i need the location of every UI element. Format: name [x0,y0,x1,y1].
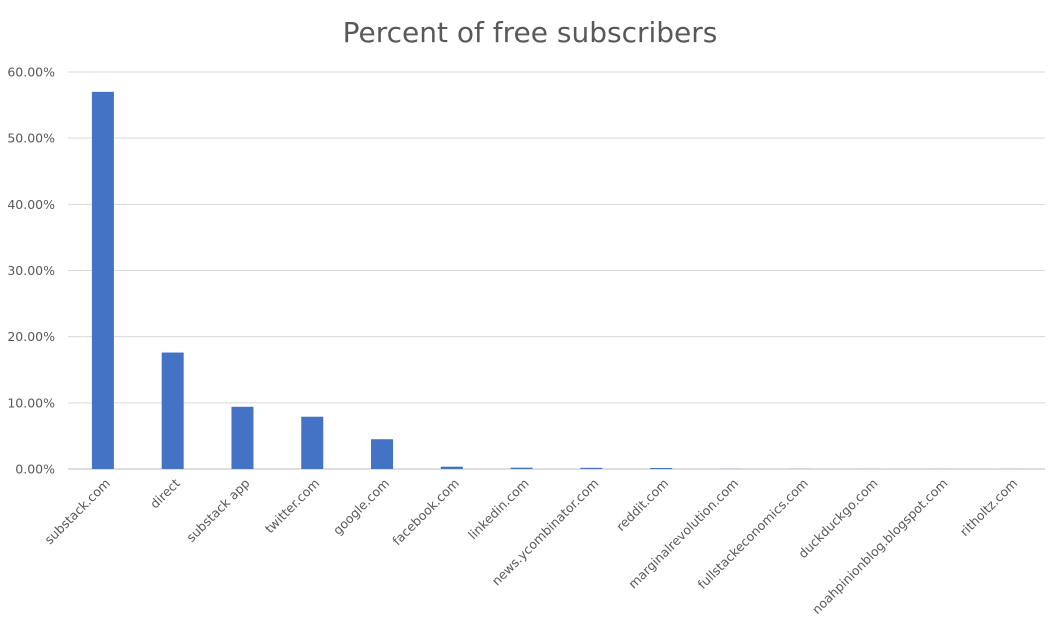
bar-google-com [371,439,394,469]
bar-substack-com [91,91,114,469]
x-category-label: direct [147,475,183,511]
y-tick-label: 60.00% [7,65,55,80]
bar-direct [161,352,184,469]
bar-reddit-com [650,468,673,469]
bar-twitter-com [301,416,324,469]
y-tick-label: 20.00% [7,329,55,344]
y-tick-label: 10.00% [7,395,55,410]
y-tick-label: 40.00% [7,197,55,212]
x-category-label: google.com [330,476,392,538]
x-category-label: reddit.com [613,476,671,534]
y-axis-tick-labels: 0.00% 10.00% 20.00% 30.00% 40.00% 50.00% 60.00… [7,65,55,477]
y-tick-label: 50.00% [7,131,55,146]
x-category-label: noahpinionblog.blogspot.com [809,476,951,618]
chart-title: Percent of free subscribers [343,16,718,49]
y-tick-label: 30.00% [7,263,55,278]
x-category-label: substack app [183,475,252,544]
bar-substack-app [231,406,254,469]
x-axis-category-labels: substack.com direct substack app twitter.co… [41,475,1020,617]
x-category-label: linkedin.com [465,476,532,543]
x-category-label: facebook.com [389,476,462,549]
x-category-label: twitter.com [262,476,323,537]
gridlines [68,71,1045,470]
bars [91,91,1022,469]
x-category-label: ritholtz.com [957,476,1020,539]
y-tick-label: 0.00% [15,462,55,477]
x-category-label: substack.com [41,476,113,548]
bar-facebook-com [440,466,463,469]
bar-news-ycombinator-com [580,467,603,469]
bar-linkedin-com [510,467,533,469]
